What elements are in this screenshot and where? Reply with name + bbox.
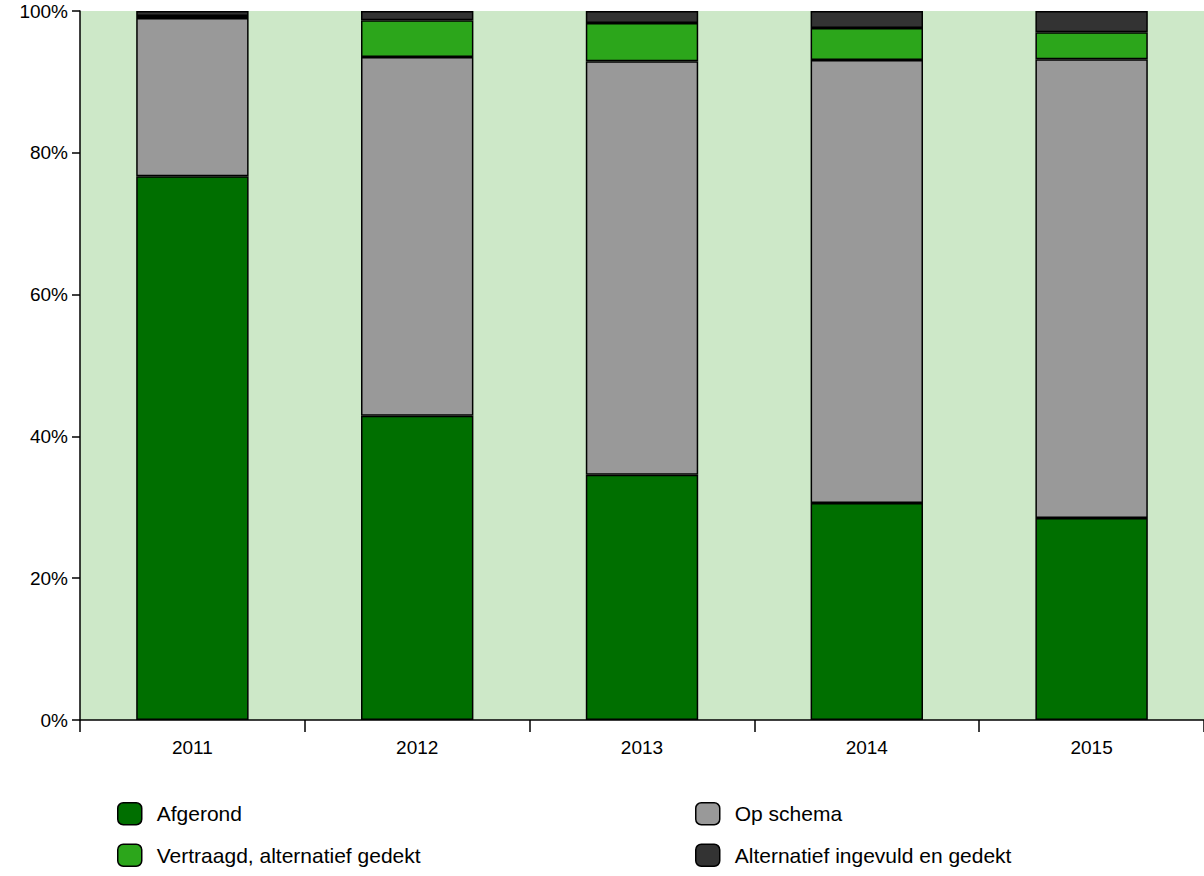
svg-text:2012: 2012 — [396, 737, 438, 758]
svg-text:Vertraagd, alternatief gedekt: Vertraagd, alternatief gedekt — [157, 844, 421, 867]
svg-text:60%: 60% — [30, 284, 68, 305]
svg-text:0%: 0% — [41, 710, 69, 731]
svg-text:2011: 2011 — [172, 737, 213, 758]
svg-text:20%: 20% — [30, 568, 68, 589]
svg-text:Afgerond: Afgerond — [157, 802, 242, 825]
svg-text:100%: 100% — [19, 1, 68, 22]
svg-text:2014: 2014 — [846, 737, 889, 758]
svg-text:2013: 2013 — [621, 737, 663, 758]
svg-text:80%: 80% — [30, 142, 68, 163]
svg-text:40%: 40% — [30, 426, 68, 447]
svg-text:Op schema: Op schema — [735, 802, 843, 825]
svg-text:2015: 2015 — [1070, 737, 1112, 758]
svg-text:Alternatief ingevuld en gedekt: Alternatief ingevuld en gedekt — [735, 844, 1012, 867]
